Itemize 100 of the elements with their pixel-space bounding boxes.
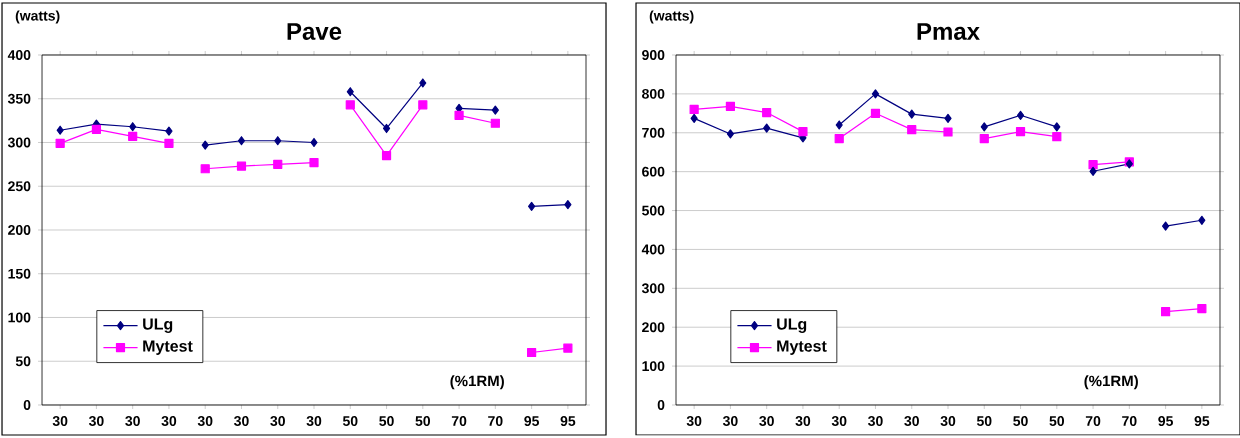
x-tick-label: 30 xyxy=(234,416,249,426)
x-tick-label: 70 xyxy=(451,416,467,426)
point xyxy=(690,113,698,123)
point xyxy=(1015,127,1026,137)
y-tick-label: 300 xyxy=(641,283,665,294)
x-tick-label: 50 xyxy=(976,416,992,426)
x-tick-label: 30 xyxy=(722,416,738,426)
x-tick-label: 30 xyxy=(270,416,285,426)
y-tick-label: 0 xyxy=(23,400,31,410)
y-tick-label: 100 xyxy=(8,312,31,323)
point xyxy=(201,140,209,150)
point xyxy=(345,100,355,110)
y-tick-label: 600 xyxy=(642,166,665,177)
point xyxy=(563,343,573,353)
x-tick-label: 50 xyxy=(415,416,431,426)
point xyxy=(164,138,174,148)
point xyxy=(944,113,952,123)
point xyxy=(165,126,173,136)
y-tick-label: 400 xyxy=(641,244,665,255)
x-tick-label: 30 xyxy=(831,416,847,426)
point xyxy=(419,78,427,88)
point xyxy=(491,105,499,115)
point xyxy=(1053,122,1061,132)
x-tick-label: 50 xyxy=(342,416,358,426)
annotation: (%1RM) xyxy=(450,375,504,390)
legend-label: Mytest xyxy=(777,340,827,355)
point xyxy=(1198,215,1206,225)
y-tick-label: 250 xyxy=(8,181,31,192)
point xyxy=(310,137,318,148)
point xyxy=(871,89,880,99)
point xyxy=(55,138,65,148)
y-tick-label: 50 xyxy=(15,356,31,367)
x-tick-label: 95 xyxy=(524,416,540,426)
y-tick-label: 350 xyxy=(7,93,31,104)
chart-title: Pave xyxy=(287,23,342,40)
y-tick-label: 100 xyxy=(642,361,665,372)
x-tick-label: 30 xyxy=(125,416,140,426)
point xyxy=(908,109,916,119)
y-tick-label: 500 xyxy=(642,205,665,216)
x-tick-label: 30 xyxy=(759,416,774,426)
point xyxy=(1016,110,1025,120)
legend-label: ULg xyxy=(143,318,173,333)
x-tick-label: 95 xyxy=(1158,416,1173,426)
point xyxy=(1088,160,1098,170)
point xyxy=(273,159,283,169)
point xyxy=(798,127,808,137)
point xyxy=(236,161,247,171)
point xyxy=(309,158,319,168)
x-tick-label: 70 xyxy=(1122,416,1137,426)
point xyxy=(129,122,137,132)
legend-label: ULg xyxy=(777,318,807,333)
y-tick-label: 200 xyxy=(8,225,31,235)
point xyxy=(1052,132,1062,142)
point xyxy=(490,118,500,128)
point xyxy=(128,131,138,141)
point xyxy=(56,125,64,135)
point xyxy=(979,134,989,144)
y-tick-label: 200 xyxy=(642,322,665,333)
point xyxy=(943,127,953,137)
y-tick-label: 0 xyxy=(657,400,665,410)
point xyxy=(564,200,572,210)
point xyxy=(274,136,282,146)
chart-title: Pmax xyxy=(917,23,980,40)
x-tick-label: 30 xyxy=(904,416,919,426)
point xyxy=(1089,166,1097,176)
point xyxy=(528,201,536,211)
x-tick-label: 30 xyxy=(52,416,68,426)
point xyxy=(762,107,772,118)
x-tick-label: 50 xyxy=(379,416,394,426)
x-tick-label: 30 xyxy=(686,416,702,426)
point xyxy=(1162,221,1170,231)
point xyxy=(870,108,881,118)
x-tick-label: 30 xyxy=(306,416,322,426)
point xyxy=(418,100,428,110)
y-axis-title: (watts) xyxy=(649,10,694,24)
x-tick-label: 30 xyxy=(88,416,104,426)
point xyxy=(382,123,391,134)
x-tick-label: 70 xyxy=(488,416,503,426)
x-tick-label: 30 xyxy=(868,416,883,426)
point xyxy=(726,129,735,139)
x-tick-label: 50 xyxy=(1013,416,1028,426)
y-tick-label: 300 xyxy=(7,137,31,148)
annotation: (%1RM) xyxy=(1084,375,1138,390)
x-tick-label: 30 xyxy=(795,416,811,426)
point xyxy=(835,120,843,130)
point xyxy=(834,134,844,144)
point xyxy=(980,122,988,132)
x-tick-label: 95 xyxy=(1194,416,1210,426)
y-tick-label: 400 xyxy=(7,50,31,60)
point xyxy=(1197,303,1207,314)
point xyxy=(346,87,354,97)
y-tick-label: 900 xyxy=(642,50,665,60)
point xyxy=(907,125,917,135)
y-tick-label: 700 xyxy=(642,127,665,138)
x-tick-label: 30 xyxy=(197,416,213,426)
point xyxy=(763,123,771,133)
point xyxy=(527,347,537,358)
point xyxy=(200,164,210,174)
x-tick-label: 50 xyxy=(1049,416,1065,426)
point xyxy=(689,104,699,115)
